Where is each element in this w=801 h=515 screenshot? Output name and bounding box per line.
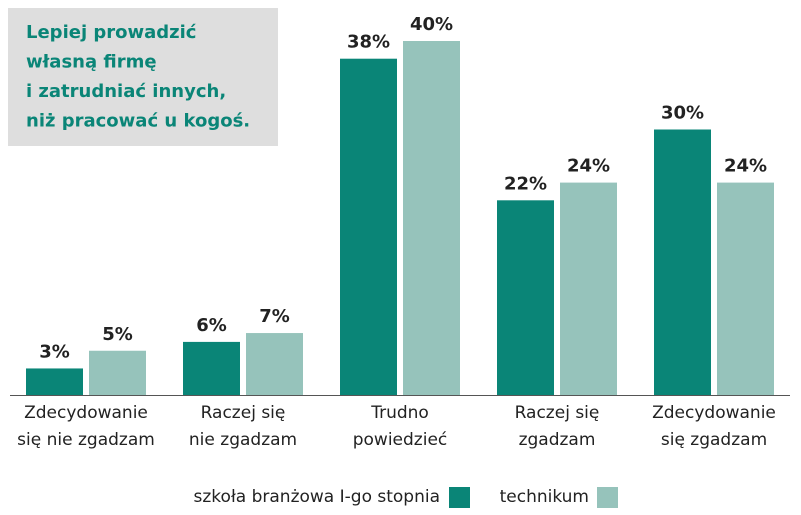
bar: [340, 58, 397, 395]
data-label: 30%: [661, 103, 704, 124]
bar: [560, 182, 617, 395]
bar: [183, 341, 240, 395]
title-box: [8, 8, 278, 146]
bar: [246, 333, 303, 395]
bar: [497, 200, 554, 395]
data-label: 6%: [196, 315, 227, 336]
data-label: 22%: [504, 173, 547, 194]
chart-title: Lepiej prowadzić własną firmę i zatrudniać…: [26, 22, 250, 132]
data-label: 7%: [259, 306, 290, 327]
legend-label: szkoła branżowa I-go stopnia: [194, 487, 440, 507]
bar: [403, 41, 460, 395]
bar: [654, 129, 711, 395]
data-label: 3%: [39, 341, 70, 362]
bar: [717, 182, 774, 395]
x-tick-label: Raczej się nie zgadzam: [189, 403, 297, 450]
data-label: 38%: [347, 32, 390, 53]
x-tick-label: Raczej się zgadzam: [515, 403, 600, 450]
bar: [26, 368, 83, 395]
x-tick-label: Trudno powiedzieć: [353, 403, 448, 450]
x-tick-label: Zdecydowanie się nie zgadzam: [17, 403, 155, 450]
legend-label: technikum: [500, 487, 589, 507]
bar: [89, 350, 146, 395]
data-label: 40%: [410, 14, 453, 35]
legend-swatch: [597, 487, 618, 508]
data-label: 24%: [724, 156, 767, 177]
legend-swatch: [449, 487, 470, 508]
x-tick-label: Zdecydowanie się zgadzam: [652, 403, 776, 450]
data-label: 5%: [102, 324, 133, 345]
data-label: 24%: [567, 156, 610, 177]
